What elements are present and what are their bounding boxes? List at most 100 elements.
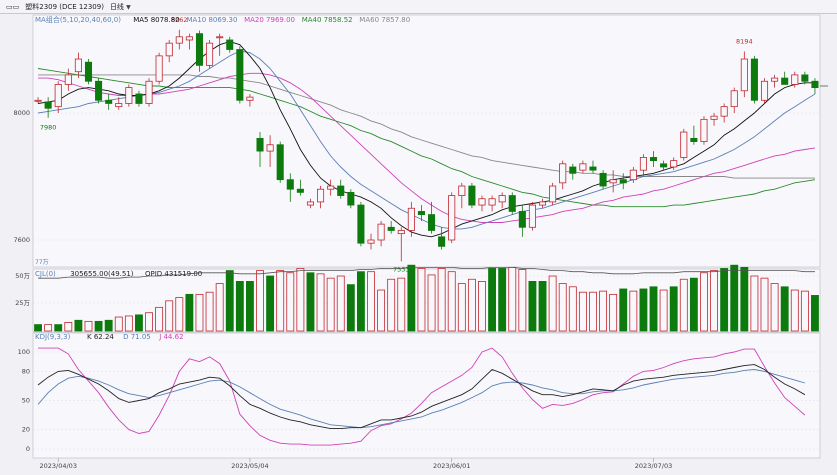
window-controls-icon[interactable]: ▭▭	[6, 2, 20, 11]
candle-body	[569, 166, 577, 174]
candle-body	[730, 90, 738, 108]
candle-body	[468, 185, 476, 206]
candle-body	[539, 201, 547, 206]
volume-bar	[659, 289, 668, 332]
candle-body	[750, 58, 758, 101]
volume-bar	[488, 268, 497, 332]
candle-body	[135, 93, 143, 104]
volume-bar	[407, 264, 416, 332]
volume-bar	[64, 322, 73, 332]
volume-bar	[336, 275, 345, 332]
volume-bar	[235, 280, 244, 332]
ma-legend-prefix: MA组合(5,10,20,40,60,0)	[35, 15, 121, 24]
ma10-line	[37, 50, 816, 230]
volume-bar	[760, 277, 769, 332]
volume-legend-item: OPID 431519.00	[145, 270, 202, 278]
volume-bar	[599, 290, 608, 332]
kdj-k-line	[37, 364, 806, 430]
candle-body	[195, 33, 204, 66]
candle-body	[256, 137, 264, 152]
volume-bar	[114, 316, 123, 332]
symbol-label[interactable]: 塑料2309 (DCE 12309)	[25, 2, 104, 11]
candle-body	[216, 36, 224, 39]
low-annotation: 7980	[40, 123, 57, 131]
volume-bar	[397, 277, 406, 332]
candle-body	[317, 188, 325, 203]
kdj-legend-item: K 62.24	[87, 333, 114, 341]
kdj-legend-item: J 44.62	[158, 333, 183, 341]
volume-bar	[306, 272, 315, 332]
volume-bar	[346, 284, 355, 332]
candle-body	[518, 211, 526, 228]
candle-body	[508, 195, 516, 212]
candle-body	[811, 80, 819, 88]
candle-body	[428, 214, 436, 231]
kdj-tick-label: 100	[18, 348, 30, 356]
date-label: 2023/04/03	[39, 462, 76, 470]
candle-body	[458, 185, 466, 196]
volume-bar	[124, 315, 133, 332]
volume-bar	[135, 314, 143, 332]
candle-body	[397, 230, 405, 235]
candle-body	[619, 179, 627, 184]
volume-bar	[185, 293, 194, 332]
volume-bar	[145, 312, 153, 332]
volume-bar	[619, 288, 628, 332]
price-tick-label: 8000	[13, 109, 30, 117]
volume-bar	[377, 289, 386, 332]
volume-bar	[478, 280, 486, 332]
volume-bar	[104, 319, 113, 332]
candle-body	[185, 36, 193, 41]
candle-body	[276, 144, 284, 181]
candle-body	[266, 144, 274, 152]
volume-bar	[387, 278, 396, 332]
ma5-line	[37, 41, 815, 238]
volume-legend-prefix: CJL(0)	[35, 270, 56, 278]
volume-bar	[205, 291, 214, 332]
volume-bar	[44, 324, 53, 332]
volume-bar	[215, 283, 224, 332]
candle-body	[417, 211, 425, 216]
candle-body	[246, 96, 254, 101]
kdj-tick-label: 20	[22, 426, 30, 434]
volume-bar	[770, 283, 779, 332]
candle-body	[478, 198, 486, 206]
candle-body	[115, 103, 123, 108]
candle-body	[649, 157, 658, 162]
candle-body	[145, 80, 153, 104]
volume-bar	[437, 268, 446, 332]
candle-body	[236, 49, 244, 101]
volume-bar	[266, 275, 275, 332]
volume-bar	[790, 289, 799, 332]
volume-panel-frame	[32, 268, 821, 333]
volume-bar	[326, 277, 335, 332]
volume-bar	[256, 270, 264, 332]
high-annotation: 8194	[736, 37, 753, 45]
ma-legend-item: MA5 8078.80	[133, 16, 179, 24]
volume-bar	[720, 268, 729, 332]
kdj-j-line	[38, 347, 806, 446]
candle-body	[710, 115, 718, 120]
volume-bar	[165, 300, 174, 332]
period-label: 日线	[109, 2, 124, 11]
candle-body	[357, 204, 365, 244]
date-label: 2023/05/04	[231, 462, 268, 470]
candle-body	[760, 80, 769, 101]
volume-tick-label: 50万	[15, 272, 30, 280]
volume-bar	[689, 277, 698, 332]
volume-bar	[740, 266, 749, 332]
volume-bar	[356, 271, 365, 332]
candle-body	[64, 74, 72, 85]
volume-bar	[700, 272, 708, 332]
candle-body	[44, 101, 52, 109]
ma60-line	[38, 74, 815, 179]
volume-tick-label: 25万	[15, 299, 30, 307]
price-panel-frame	[32, 14, 821, 268]
candle-body	[801, 74, 809, 82]
candle-body	[660, 163, 668, 168]
candle-body	[84, 61, 93, 82]
candle-body	[589, 166, 597, 171]
kdj-legend-item: D 71.05	[123, 333, 151, 341]
period-selector[interactable]: 日线 ▼	[110, 2, 131, 12]
